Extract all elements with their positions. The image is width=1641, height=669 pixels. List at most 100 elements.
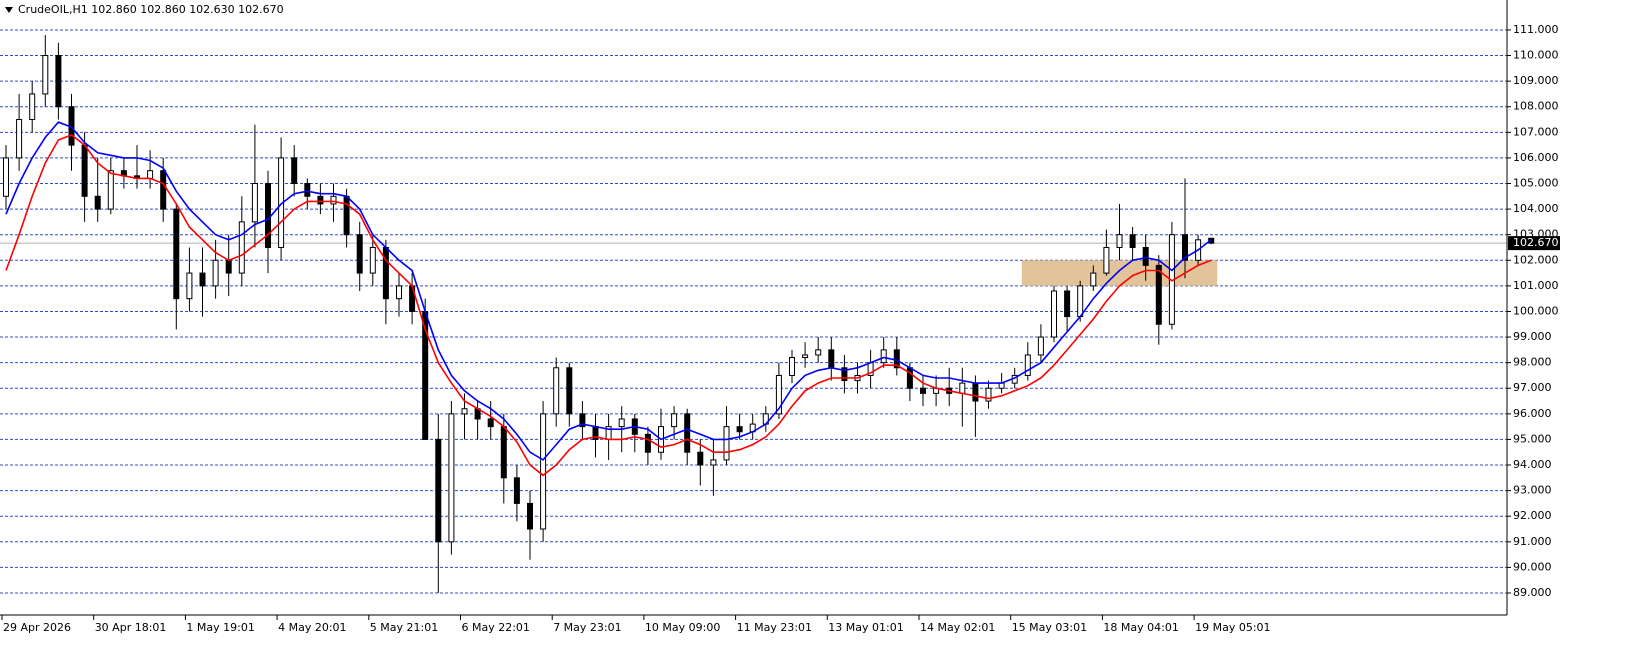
x-tick-label: 30 Apr 18:01 — [95, 621, 167, 634]
candle-body — [671, 413, 678, 428]
candle-body — [972, 382, 979, 402]
candle-body — [396, 285, 402, 300]
candle-body — [81, 144, 88, 197]
candle-body — [1155, 264, 1162, 325]
candle-body — [540, 413, 547, 530]
y-tick-label: 107.000 — [1513, 125, 1559, 138]
candle-body — [55, 55, 62, 108]
candle-body — [94, 195, 101, 210]
y-tick-label: 89.000 — [1513, 586, 1552, 599]
candle-body — [513, 477, 520, 504]
candle-body — [238, 221, 245, 274]
candle-body — [251, 183, 258, 223]
candle-body — [291, 157, 298, 185]
candle-body — [841, 367, 848, 382]
candle-body — [1103, 246, 1110, 274]
candle-body — [920, 387, 926, 394]
candle-body — [160, 170, 167, 210]
candle-body — [369, 246, 376, 274]
candle-body — [1182, 234, 1188, 261]
plot — [0, 29, 1507, 594]
zone — [1021, 260, 1218, 286]
x-tick-label: 10 May 09:00 — [645, 621, 720, 634]
x-tick-label: 6 May 22:01 — [462, 621, 530, 634]
x-tick-label: 29 Apr 2026 — [3, 621, 71, 634]
y-tick-label: 100.000 — [1513, 304, 1559, 317]
candle-body — [828, 349, 835, 369]
candle-body — [789, 357, 795, 376]
candle-body — [802, 354, 809, 359]
candle-body — [461, 408, 468, 415]
candle-body — [304, 183, 311, 197]
candle-body — [775, 374, 782, 415]
candle-body — [815, 349, 822, 356]
y-tick-label: 96.000 — [1513, 407, 1552, 420]
moving-average-line — [5, 121, 1212, 461]
candle-body — [579, 413, 586, 428]
candle-body — [317, 195, 324, 205]
y-tick-label: 101.000 — [1513, 279, 1559, 292]
candle-body — [382, 246, 389, 300]
x-tick-label: 19 May 05:01 — [1195, 621, 1270, 634]
y-tick-label: 92.000 — [1513, 509, 1552, 522]
candle-body — [644, 433, 651, 453]
y-tick-label: 99.000 — [1513, 330, 1552, 343]
candle-body — [723, 426, 730, 461]
y-tick-label: 105.000 — [1513, 177, 1559, 190]
y-tick-label: 93.000 — [1513, 484, 1552, 497]
y-tick-label: 90.000 — [1513, 560, 1552, 573]
candle-body — [880, 349, 887, 364]
candle-body — [736, 426, 743, 433]
candle-body — [147, 170, 154, 179]
y-tick-label: 102.000 — [1513, 253, 1559, 266]
candle-body — [186, 272, 193, 300]
candle-body — [356, 234, 363, 274]
candle-body — [1116, 234, 1123, 248]
candle-body — [212, 259, 219, 287]
current-price-box — [1508, 236, 1560, 251]
x-tick-label: 5 May 21:01 — [370, 621, 438, 634]
y-tick-label: 108.000 — [1513, 100, 1559, 113]
candle-body — [1024, 354, 1031, 376]
candle-body — [107, 170, 114, 210]
candle-body — [265, 183, 271, 248]
candle-body — [985, 387, 992, 402]
y-tick-label: 109.000 — [1513, 74, 1559, 87]
y-tick-label: 91.000 — [1513, 535, 1552, 548]
candle-body — [1037, 336, 1044, 356]
x-tick-label: 15 May 03:01 — [1012, 621, 1087, 634]
candle-body — [330, 195, 337, 205]
candle-body — [906, 367, 913, 389]
moving-average-line — [5, 133, 1212, 477]
candle-body — [343, 195, 350, 236]
candle-body — [684, 413, 691, 453]
candle-body — [173, 208, 180, 300]
candle-body — [710, 459, 717, 466]
candle-body — [697, 451, 704, 466]
candle-body — [566, 367, 573, 415]
x-tick-label: 7 May 23:01 — [553, 621, 621, 634]
candle-body — [225, 259, 232, 274]
candle-body — [448, 413, 455, 543]
y-tick-label: 106.000 — [1513, 151, 1559, 164]
candle-body — [29, 93, 36, 121]
current-price-label: 102.670 — [1513, 236, 1559, 249]
y-tick-label: 98.000 — [1513, 356, 1552, 369]
candle-body — [959, 382, 966, 394]
candle-body — [1077, 285, 1084, 318]
candle-body — [618, 418, 625, 428]
y-tick-label: 95.000 — [1513, 432, 1552, 445]
candle-body — [500, 426, 507, 479]
candle-body — [435, 438, 442, 543]
candle-body — [1142, 246, 1149, 266]
candle-body — [1129, 234, 1136, 248]
candle-body — [1051, 290, 1057, 338]
candle-body — [3, 157, 9, 197]
y-tick-label: 97.000 — [1513, 381, 1552, 394]
y-tick-label: 110.000 — [1513, 49, 1559, 62]
y-tick-label: 104.000 — [1513, 202, 1559, 215]
candle-body — [199, 272, 206, 287]
menu-triangle[interactable] — [5, 7, 13, 13]
x-tick-label: 18 May 04:01 — [1103, 621, 1178, 634]
